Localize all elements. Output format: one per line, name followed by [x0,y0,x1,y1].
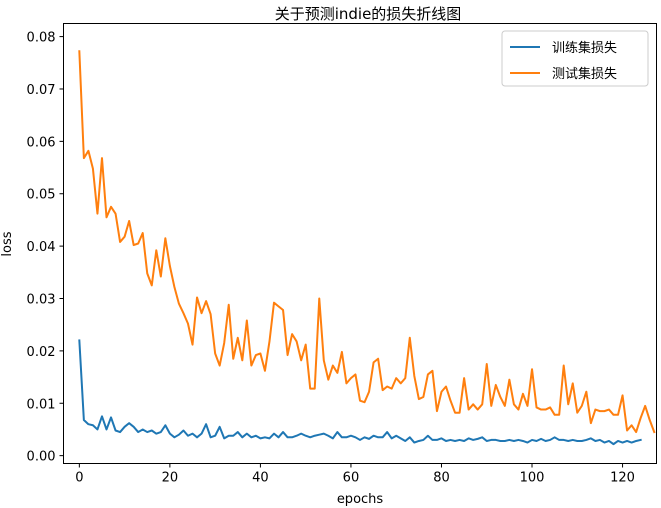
x-axis: 0 20 40 60 80 100 120 [75,463,635,486]
y-tick-label: 0.05 [27,188,56,203]
x-tick-label: 80 [433,471,450,486]
y-tick-label: 0.01 [27,397,56,412]
series-line-0 [78,339,642,446]
legend: 训练集损失 测试集损失 [501,30,649,87]
y-tick-label: 0.03 [27,293,56,308]
plot-frame [63,23,657,464]
y-tick-label: 0.08 [27,31,56,46]
x-tick-label: 40 [252,471,269,486]
y-tick-label: 0.00 [27,450,56,465]
y-tick-label: 0.06 [27,135,56,150]
x-tick-label: 120 [610,471,635,486]
y-tick-label: 0.04 [27,240,56,255]
y-axis: 0.00 0.01 0.02 0.03 0.04 0.05 0.06 0.07 0.08 [27,31,64,465]
x-tick-label: 100 [520,471,545,486]
legend-label-train: 训练集损失 [552,40,617,56]
x-tick-label: 0 [75,471,83,486]
x-tick-label: 60 [343,471,360,486]
plot-area [78,50,656,446]
series-line-1 [78,50,656,434]
y-axis-label: loss [0,231,15,256]
y-tick-label: 0.02 [27,345,56,360]
y-tick-label: 0.07 [27,83,56,98]
x-tick-label: 20 [162,471,179,486]
x-axis-label: epochs [337,492,384,507]
chart-title: 关于预测indie的损失折线图 [275,5,462,23]
legend-label-test: 测试集损失 [552,66,617,82]
